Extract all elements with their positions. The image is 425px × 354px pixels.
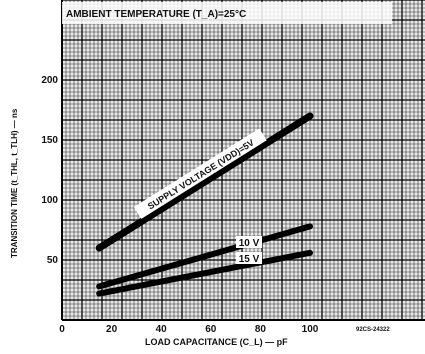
grid <box>61 0 425 321</box>
x-tick-label: 0 <box>59 324 65 335</box>
series-label-bg <box>236 236 262 248</box>
series-line <box>96 249 313 297</box>
y-tick-bg <box>32 253 60 265</box>
x-tick-label: 60 <box>205 324 217 335</box>
footnote: 92CS-24322 <box>356 327 390 333</box>
y-axis-label: TRANSITION TIME (t_THL, t_TLH) — ns <box>10 108 19 258</box>
tick-labels: 0 20 40 60 80 100 50 100 150 200 <box>32 73 319 335</box>
series-line <box>96 223 313 290</box>
series-label-bg <box>133 128 267 219</box>
x-tick-label: 20 <box>106 324 118 335</box>
y-tick-label: 150 <box>41 135 58 146</box>
x-tick-label: 40 <box>156 324 168 335</box>
x-axis-label: LOAD CAPACITANCE (C_L) — pF <box>145 337 288 347</box>
y-tick-label: 50 <box>47 255 59 266</box>
series-label-bg <box>236 252 262 264</box>
series-lines <box>95 112 314 297</box>
series-line <box>95 112 314 252</box>
chart-title: AMBIENT TEMPERATURE (T_A)=25°C <box>66 9 246 20</box>
y-tick-bg <box>32 193 60 205</box>
y-tick-bg <box>32 133 60 145</box>
x-tick-label: 80 <box>255 324 267 335</box>
series-label: 15 V <box>239 254 260 265</box>
y-tick-label: 200 <box>41 75 58 86</box>
series-label: 10 V <box>239 238 260 249</box>
y-tick-bg <box>32 73 60 85</box>
x-tick-label: 100 <box>302 324 319 335</box>
y-tick-label: 100 <box>41 195 58 206</box>
title-band <box>62 2 392 24</box>
